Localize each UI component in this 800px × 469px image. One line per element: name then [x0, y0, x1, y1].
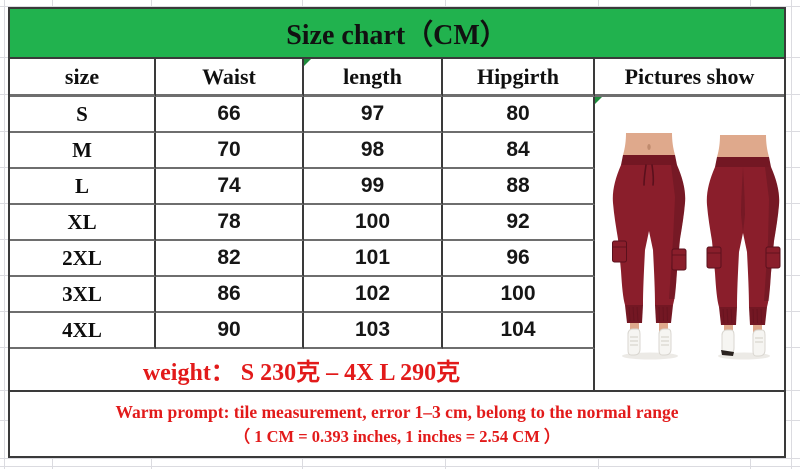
weight-note: weight： S 230克 – 4X L 290克 [10, 349, 595, 392]
size-cell: 3XL [10, 277, 156, 313]
length-cell: 97 [304, 97, 443, 133]
size-cell: XL [10, 205, 156, 241]
column-header-pictures-show: Pictures show [595, 59, 784, 97]
size-cell: M [10, 133, 156, 169]
warm-prompt-line1: Warm prompt: tile measurement, error 1–3… [115, 401, 679, 422]
length-cell: 102 [304, 277, 443, 313]
waist-cell: 70 [156, 133, 304, 169]
column-header-size: size [10, 59, 156, 97]
table-body: S 66 97 80 M 70 98 84 L 74 99 88 [10, 97, 784, 392]
size-cell: S [10, 97, 156, 133]
length-cell: 100 [304, 205, 443, 241]
length-cell: 98 [304, 133, 443, 169]
warm-prompt: Warm prompt: tile measurement, error 1–3… [10, 392, 784, 456]
table-header-row: size Waist length Hipgirth Pictures show [10, 59, 784, 97]
table-row: 4XL 90 103 104 [10, 313, 595, 349]
column-header-hipgirth: Hipgirth [443, 59, 595, 97]
waist-cell: 66 [156, 97, 304, 133]
length-cell: 101 [304, 241, 443, 277]
excel-gridline [4, 0, 5, 469]
hipgirth-cell: 80 [443, 97, 595, 133]
excel-gridline [0, 458, 800, 459]
waist-cell: 78 [156, 205, 304, 241]
table-row: XL 78 100 92 [10, 205, 595, 241]
size-cell: 2XL [10, 241, 156, 277]
excel-error-flag-triangle-icon [595, 97, 602, 104]
waist-cell: 90 [156, 313, 304, 349]
hipgirth-cell: 84 [443, 133, 595, 169]
excel-gridline [0, 466, 800, 467]
warm-prompt-line2: （ 1 CM = 0.393 inches, 1 inches = 2.54 C… [233, 427, 561, 447]
hipgirth-cell: 104 [443, 313, 595, 349]
excel-error-flag-triangle-icon [304, 59, 311, 66]
excel-gridline [0, 6, 800, 7]
hipgirth-cell: 88 [443, 169, 595, 205]
table-row: 3XL 86 102 100 [10, 277, 595, 313]
size-cell: L [10, 169, 156, 205]
waist-cell: 74 [156, 169, 304, 205]
table-row: S 66 97 80 [10, 97, 595, 133]
pictures-show-cell [595, 97, 784, 392]
table-row: 2XL 82 101 96 [10, 241, 595, 277]
length-cell: 103 [304, 313, 443, 349]
hipgirth-cell: 100 [443, 277, 595, 313]
waist-cell: 86 [156, 277, 304, 313]
hipgirth-cell: 92 [443, 205, 595, 241]
length-cell: 99 [304, 169, 443, 205]
hipgirth-cell: 96 [443, 241, 595, 277]
column-header-length-label: length [343, 63, 402, 89]
product-photo-pants [612, 133, 781, 360]
excel-gridline [791, 0, 792, 469]
waist-cell: 82 [156, 241, 304, 277]
size-chart-table: Size chart（CM） size Waist length Hipgirt… [8, 7, 786, 458]
size-rows: S 66 97 80 M 70 98 84 L 74 99 88 [10, 97, 595, 349]
pants-front-view [612, 133, 687, 360]
column-header-waist: Waist [156, 59, 304, 97]
column-header-length: length [304, 59, 443, 97]
pants-back-view [706, 135, 781, 360]
table-row: M 70 98 84 [10, 133, 595, 169]
size-cell: 4XL [10, 313, 156, 349]
table-row: L 74 99 88 [10, 169, 595, 205]
size-chart-title: Size chart（CM） [10, 9, 784, 59]
